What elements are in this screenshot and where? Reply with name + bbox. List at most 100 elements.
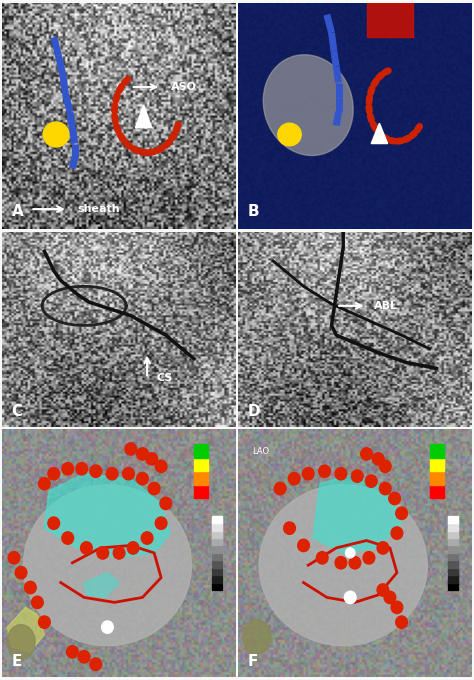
Circle shape xyxy=(48,517,60,529)
Bar xyxy=(194,485,208,498)
Circle shape xyxy=(38,477,50,490)
Circle shape xyxy=(278,123,301,146)
Circle shape xyxy=(38,616,50,628)
Bar xyxy=(194,444,208,458)
Ellipse shape xyxy=(23,485,191,646)
Ellipse shape xyxy=(243,619,271,654)
Bar xyxy=(448,523,457,530)
Circle shape xyxy=(155,517,167,529)
Text: LAO: LAO xyxy=(252,447,269,456)
Bar xyxy=(448,538,457,545)
Circle shape xyxy=(141,532,153,544)
Circle shape xyxy=(349,557,361,569)
Bar xyxy=(194,471,208,485)
Circle shape xyxy=(48,468,60,480)
Text: D: D xyxy=(247,404,260,419)
Text: ABL: ABL xyxy=(374,301,398,311)
Polygon shape xyxy=(136,105,152,128)
Bar xyxy=(429,458,444,471)
Circle shape xyxy=(155,460,167,473)
Circle shape xyxy=(284,522,295,534)
Circle shape xyxy=(377,584,389,596)
Polygon shape xyxy=(7,607,45,652)
Circle shape xyxy=(384,591,396,604)
Circle shape xyxy=(363,551,375,564)
Ellipse shape xyxy=(259,485,427,646)
Bar xyxy=(448,575,457,583)
Circle shape xyxy=(128,542,139,554)
Circle shape xyxy=(90,465,101,477)
Text: ASO: ASO xyxy=(171,82,196,92)
Text: A: A xyxy=(12,204,23,219)
Circle shape xyxy=(66,646,78,658)
Bar xyxy=(212,530,222,538)
Circle shape xyxy=(391,601,403,613)
Circle shape xyxy=(396,507,408,520)
Circle shape xyxy=(377,542,389,554)
Circle shape xyxy=(148,482,160,495)
Circle shape xyxy=(8,551,20,564)
Polygon shape xyxy=(313,474,401,553)
Polygon shape xyxy=(45,474,171,558)
Circle shape xyxy=(274,482,286,495)
Text: B: B xyxy=(247,204,259,219)
Bar xyxy=(429,485,444,498)
Circle shape xyxy=(43,122,69,147)
Bar xyxy=(448,583,457,590)
Circle shape xyxy=(137,473,148,485)
Circle shape xyxy=(298,539,310,551)
Circle shape xyxy=(25,581,36,594)
Circle shape xyxy=(106,468,118,480)
Text: C: C xyxy=(12,404,23,419)
Circle shape xyxy=(97,547,109,559)
Bar xyxy=(212,523,222,530)
Text: CS: CS xyxy=(156,373,173,383)
Circle shape xyxy=(379,460,391,473)
Bar xyxy=(212,583,222,590)
Circle shape xyxy=(319,465,330,477)
Text: sheath: sheath xyxy=(77,204,120,214)
Bar xyxy=(212,538,222,545)
Bar xyxy=(212,545,222,553)
Circle shape xyxy=(137,447,148,460)
Bar xyxy=(448,545,457,553)
Circle shape xyxy=(361,447,373,460)
Circle shape xyxy=(78,651,90,663)
Ellipse shape xyxy=(7,625,35,660)
Bar xyxy=(212,553,222,560)
Circle shape xyxy=(90,658,101,670)
Circle shape xyxy=(62,462,73,475)
Bar xyxy=(212,515,222,523)
Circle shape xyxy=(62,532,73,544)
Bar xyxy=(212,560,222,568)
Circle shape xyxy=(346,548,355,558)
Circle shape xyxy=(81,542,92,554)
Circle shape xyxy=(351,470,363,482)
Bar xyxy=(429,471,444,485)
Circle shape xyxy=(316,551,328,564)
Text: F: F xyxy=(247,654,258,669)
Circle shape xyxy=(379,482,391,495)
Bar xyxy=(212,568,222,575)
Bar xyxy=(448,553,457,560)
Circle shape xyxy=(335,468,346,480)
Bar xyxy=(212,575,222,583)
Circle shape xyxy=(365,475,377,488)
Circle shape xyxy=(345,591,356,604)
Circle shape xyxy=(123,468,134,480)
Polygon shape xyxy=(84,573,119,598)
Bar xyxy=(448,560,457,568)
Text: E: E xyxy=(12,654,22,669)
Polygon shape xyxy=(371,123,388,143)
Polygon shape xyxy=(366,3,413,37)
Circle shape xyxy=(32,596,43,609)
Bar xyxy=(448,515,457,523)
Circle shape xyxy=(101,621,113,633)
Bar xyxy=(212,515,222,590)
Bar xyxy=(194,458,208,471)
Circle shape xyxy=(389,492,401,505)
Circle shape xyxy=(146,453,158,465)
Circle shape xyxy=(15,566,27,579)
Circle shape xyxy=(396,616,408,628)
Bar xyxy=(448,568,457,575)
